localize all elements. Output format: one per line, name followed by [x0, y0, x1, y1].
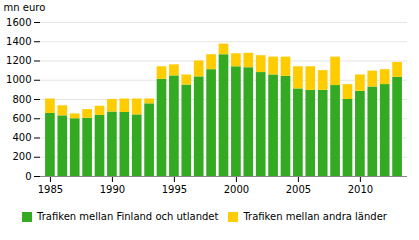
svg-text:1000: 1000 [6, 74, 31, 85]
svg-text:1600: 1600 [6, 17, 31, 28]
svg-text:1400: 1400 [6, 36, 31, 47]
svg-text:800: 800 [12, 94, 31, 105]
svg-text:1200: 1200 [6, 55, 31, 66]
svg-text:0: 0 [25, 171, 31, 182]
html-text:Trafiken mellan Finland och ut: Trafiken mellan Finland och utlandet [37, 211, 219, 222]
svg-text:1995: 1995 [162, 184, 187, 195]
svg-text:1985: 1985 [38, 184, 63, 195]
svg-text:200: 200 [12, 151, 31, 162]
svg-text:600: 600 [12, 113, 31, 124]
svg-text:2005: 2005 [286, 184, 311, 195]
svg-text:2010: 2010 [348, 184, 373, 195]
svg-text:mn euro: mn euro [4, 2, 46, 13]
svg-text:400: 400 [12, 132, 31, 143]
svg-text:2000: 2000 [224, 184, 249, 195]
html-text:Trafiken mellan andra länder: Trafiken mellan andra länder [243, 211, 387, 222]
svg-text:1990: 1990 [100, 184, 125, 195]
